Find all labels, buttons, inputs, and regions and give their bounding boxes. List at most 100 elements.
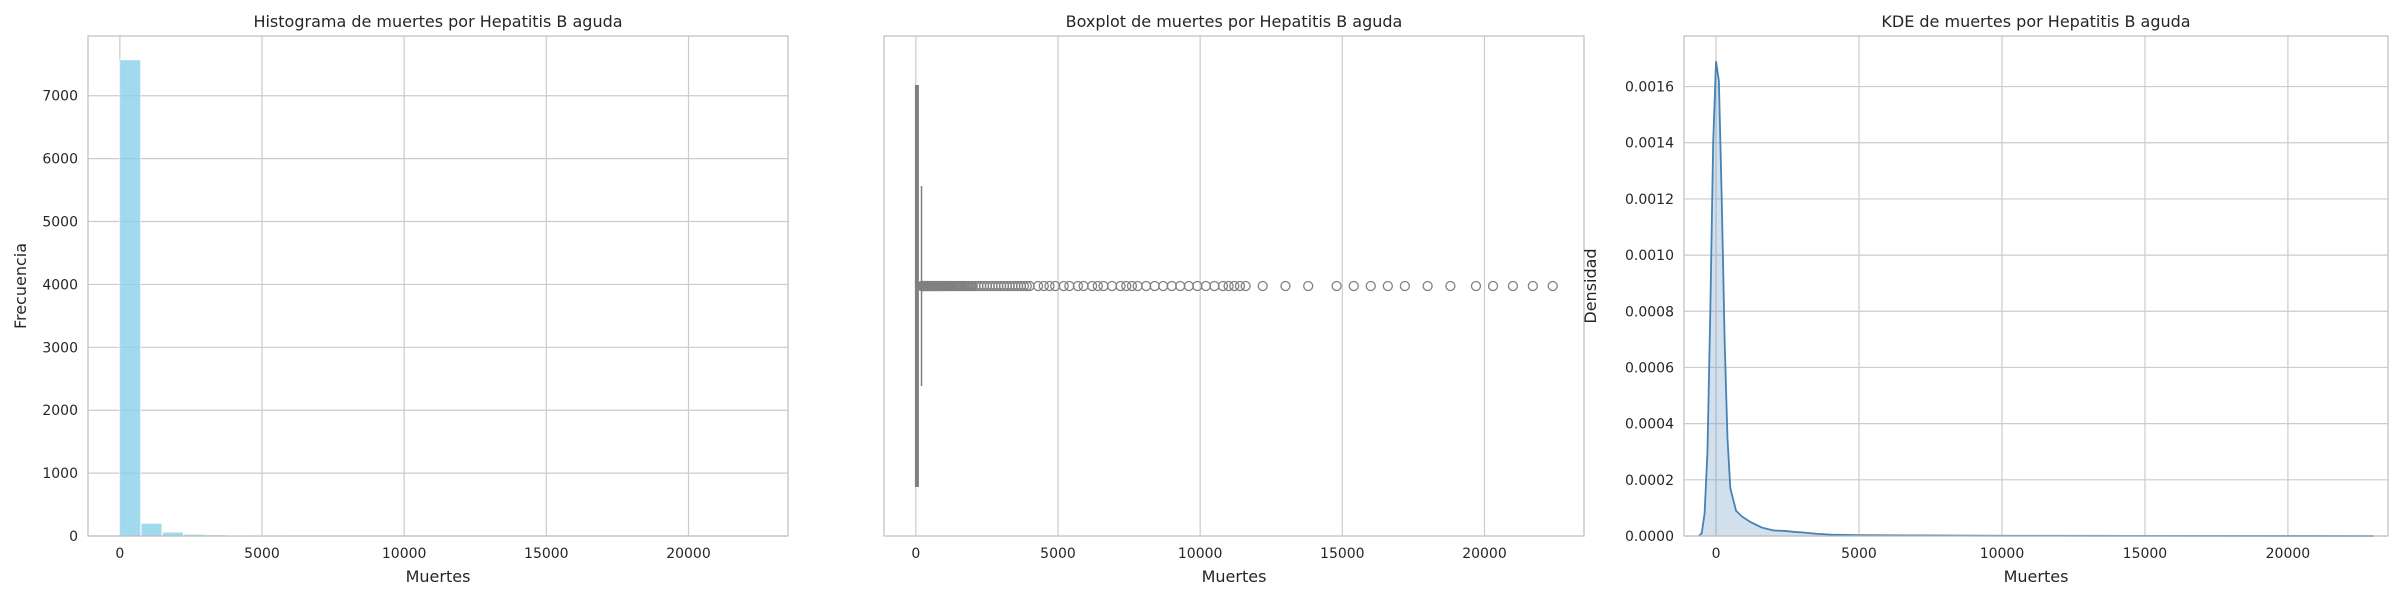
boxplot-frame	[883, 35, 1585, 537]
histogram-frame	[87, 35, 789, 537]
histogram-bar	[140, 523, 163, 537]
kde-xlabel: Muertes	[2004, 567, 2069, 586]
outlier-point	[1507, 280, 1519, 292]
boxplot-xlabel: Muertes	[1202, 567, 1267, 586]
y-tick-label: 5000	[42, 215, 78, 231]
boxplot-panel: 0 5000 10000 15000 20000 Boxplot de muertes …	[883, 12, 1585, 586]
histogram-bar	[119, 59, 141, 537]
y-tick-label: 3000	[42, 340, 78, 356]
kde-grid	[1684, 36, 2388, 537]
x-tick-label: 0	[911, 546, 920, 562]
outlier-point	[1140, 280, 1152, 292]
x-tick-label: 5000	[1841, 546, 1877, 562]
outlier-point	[1445, 280, 1456, 292]
y-tick-label: 0.0008	[1625, 304, 1674, 320]
outlier-point	[1217, 280, 1229, 292]
boxplot-grid	[915, 36, 1486, 536]
y-tick-label: 1000	[42, 466, 78, 482]
histogram-bars	[119, 59, 760, 537]
x-tick-label: 10000	[382, 546, 427, 562]
kde-ylabel: Densidad	[1581, 248, 1600, 323]
outlier-point	[1078, 280, 1089, 292]
outlier-point	[1098, 280, 1109, 292]
x-tick-label: 10000	[1178, 546, 1223, 562]
outlier-point	[1092, 280, 1103, 292]
outlier-point	[1257, 280, 1268, 292]
outlier-point	[1280, 280, 1291, 292]
outlier-point	[1106, 280, 1118, 292]
outlier-point	[1132, 280, 1143, 292]
x-tick-label: 20000	[1462, 546, 1507, 562]
outlier-point	[1038, 280, 1049, 292]
y-tick-label: 0.0006	[1625, 360, 1674, 376]
outlier-point	[1234, 280, 1246, 292]
x-tick-label: 20000	[666, 546, 711, 562]
boxplot-marks	[914, 85, 1558, 487]
boxplot-ticks: 0 5000 10000 15000 20000	[911, 546, 1506, 562]
outlier-point	[1115, 280, 1126, 292]
y-tick-label: 2000	[42, 403, 78, 419]
kde-line	[1698, 61, 2374, 537]
y-tick-label: 4000	[42, 277, 78, 293]
outlier-point	[1223, 280, 1234, 292]
outlier-point	[1240, 280, 1251, 292]
histogram-ticks: 0 5000 10000 15000 20000 0 1000 2000 3000 4000 500…	[42, 89, 710, 562]
outlier-point	[1331, 280, 1342, 292]
histogram-panel: 0 5000 10000 15000 20000 0 1000 2000 3000 4000 500…	[11, 12, 789, 586]
outlier-point	[1175, 280, 1186, 292]
outlier-point	[1209, 280, 1220, 292]
y-tick-label: 0	[69, 529, 78, 545]
histogram-xlabel: Muertes	[406, 567, 471, 586]
boxplot-title: Boxplot de muertes por Hepatitis B aguda	[1066, 12, 1403, 31]
y-tick-label: 0.0016	[1625, 80, 1674, 96]
outlier-point	[1382, 280, 1393, 292]
y-tick-label: 0.0004	[1625, 417, 1674, 433]
outlier-point	[1229, 280, 1240, 292]
outlier-point	[1044, 280, 1055, 292]
y-tick-label: 0.0010	[1625, 248, 1674, 264]
outlier-point	[1527, 280, 1538, 292]
y-tick-label: 0.0014	[1625, 136, 1674, 152]
outlier-point	[1021, 280, 1032, 292]
x-tick-label: 20000	[2266, 546, 2311, 562]
outlier-point	[1064, 280, 1075, 292]
kde-area	[1698, 61, 2374, 536]
histogram-ylabel: Frecuencia	[11, 243, 30, 329]
y-tick-label: 0.0000	[1625, 529, 1674, 545]
x-tick-label: 5000	[1040, 546, 1076, 562]
histogram-grid	[88, 36, 788, 537]
x-tick-label: 10000	[1980, 546, 2025, 562]
histogram-title: Histograma de muertes por Hepatitis B ag…	[253, 12, 622, 31]
kde-frame	[1683, 35, 2389, 537]
outlier-point	[1058, 280, 1069, 292]
x-tick-label: 0	[115, 546, 124, 562]
outlier-point	[1032, 280, 1044, 292]
kde-ticks: 0 5000 10000 15000 20000 0.0000 0.0002 0.0004 0.…	[1625, 80, 2310, 562]
outlier-point	[1166, 280, 1177, 292]
outlier-point	[1149, 280, 1160, 292]
outlier-point	[1365, 280, 1376, 292]
x-tick-label: 0	[1712, 546, 1721, 562]
kde-panel: 0 5000 10000 15000 20000 0.0000 0.0002 0.0004 0.…	[1581, 12, 2389, 586]
outlier-point	[1422, 280, 1433, 292]
x-tick-label: 15000	[1320, 546, 1365, 562]
outlier-point	[1200, 280, 1212, 292]
y-tick-label: 6000	[42, 152, 78, 168]
kde-title: KDE de muertes por Hepatitis B aguda	[1881, 12, 2190, 31]
outlier-point	[1086, 280, 1098, 292]
outlier-point	[1121, 280, 1132, 292]
outlier-point	[1399, 280, 1411, 292]
outlier-point	[1183, 280, 1194, 292]
y-tick-label: 0.0002	[1625, 473, 1674, 489]
y-tick-label: 7000	[42, 89, 78, 105]
outlier-point	[1348, 280, 1359, 292]
outlier-point	[1303, 280, 1314, 292]
outlier-point	[1018, 280, 1030, 292]
outlier-point	[1470, 280, 1482, 292]
x-tick-label: 15000	[524, 546, 569, 562]
outlier-point	[1547, 280, 1558, 292]
kde-marks	[1698, 61, 2374, 537]
outlier-point	[1487, 280, 1499, 292]
x-tick-label: 15000	[2123, 546, 2168, 562]
